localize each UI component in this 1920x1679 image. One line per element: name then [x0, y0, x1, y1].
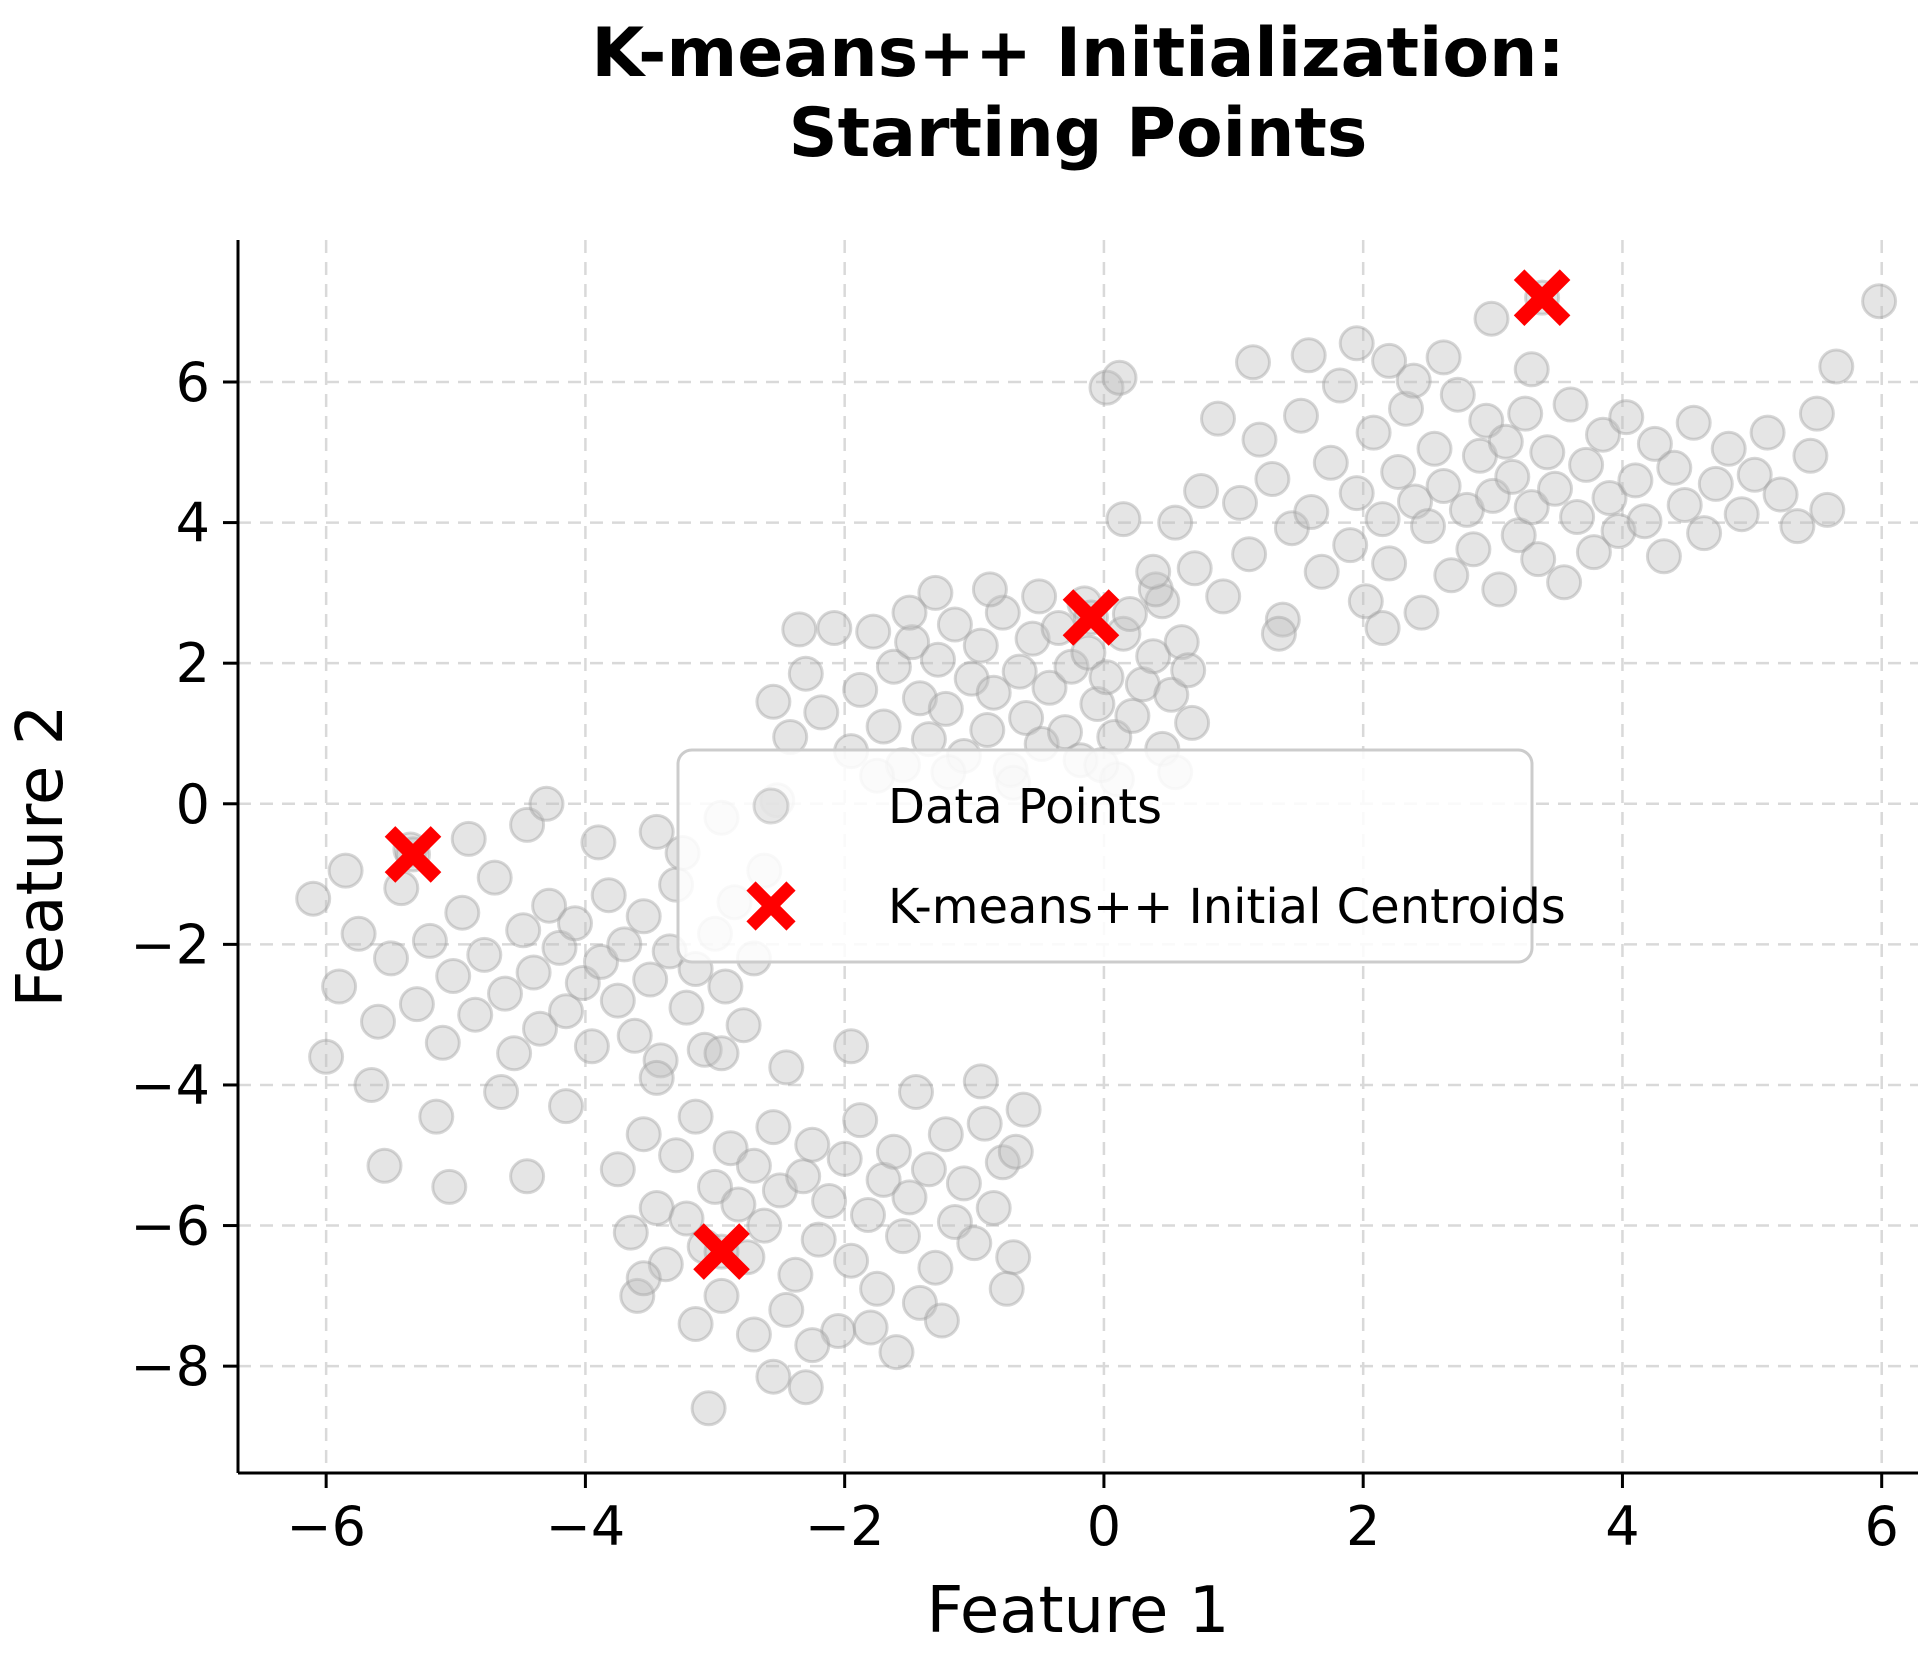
- legend-data-point-marker-icon: [752, 787, 790, 825]
- legend: Data Points K-means++ Initial Centroids: [676, 748, 1566, 964]
- legend-centroid-x-marker-icon: [746, 881, 796, 931]
- centroid-x-marker: [1062, 589, 1120, 646]
- y-tick-label: −4: [130, 1054, 210, 1117]
- y-tick-label: −8: [130, 1335, 210, 1398]
- y-tick-label: 4: [176, 492, 210, 555]
- x-tick-label: 0: [1087, 1495, 1121, 1558]
- x-tick-label: −4: [546, 1495, 626, 1558]
- centroids-layer: [384, 269, 1571, 1280]
- legend-label-data-points: Data Points: [888, 779, 1162, 835]
- y-tick-label: 6: [176, 351, 210, 414]
- legend-label-centroids: K-means++ Initial Centroids: [888, 879, 1566, 935]
- x-tick-label: 4: [1605, 1495, 1639, 1558]
- centroid-x-marker: [693, 1223, 750, 1280]
- y-tick-label: −2: [130, 913, 210, 976]
- centroid-x-marker: [1513, 269, 1571, 326]
- axes-spines-layer: [236, 240, 1918, 1475]
- y-tick-label: 0: [176, 773, 210, 836]
- x-tick-label: −6: [286, 1495, 366, 1558]
- y-axis-label: Feature 2: [4, 705, 78, 1008]
- x-axis-label: Feature 1: [927, 1574, 1230, 1648]
- ticks-layer: −6 −4 −2 0 2 4 6 6 4 2 0 −2 −4 −6 −8: [130, 351, 1898, 1558]
- x-tick-label: 6: [1865, 1495, 1899, 1558]
- x-tick-label: −2: [805, 1495, 885, 1558]
- x-tick-label: 2: [1346, 1495, 1380, 1558]
- chart-title-line1: K-means++ Initialization:: [591, 14, 1564, 93]
- y-tick-label: −6: [130, 1195, 210, 1258]
- data-points-layer: [295, 279, 1898, 1427]
- centroid-x-marker: [384, 826, 442, 883]
- chart-title-line2: Starting Points: [789, 94, 1368, 173]
- legend-box: [676, 748, 1534, 964]
- y-tick-label: 2: [176, 632, 210, 695]
